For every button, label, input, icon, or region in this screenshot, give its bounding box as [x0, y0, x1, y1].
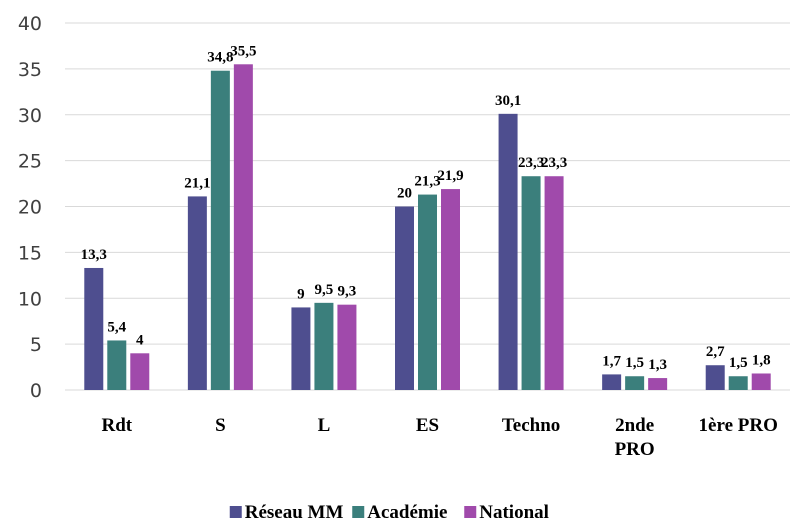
- bar: [441, 189, 460, 390]
- data-label: 2,7: [706, 344, 725, 360]
- y-tick-label: 40: [18, 13, 42, 35]
- bar: [291, 307, 311, 390]
- bar: [498, 113, 518, 391]
- data-label: 21,9: [437, 168, 463, 184]
- x-tick-label: ES: [416, 415, 439, 436]
- bar: [107, 340, 127, 390]
- y-tick-label: 0: [30, 380, 42, 402]
- data-label: 34,8: [207, 50, 233, 66]
- data-label: 35,5: [230, 43, 256, 59]
- x-tick-label: 1ère PRO: [699, 415, 778, 436]
- data-label: 5,4: [107, 319, 126, 335]
- legend: Réseau MM Académie National: [229, 502, 549, 523]
- data-label: 1,3: [648, 357, 667, 373]
- legend-item: Académie: [352, 502, 447, 523]
- data-label: 21,3: [414, 174, 440, 190]
- bar: [337, 304, 357, 390]
- bar: [625, 376, 645, 390]
- x-tick-label: 2nde PRO: [615, 415, 655, 460]
- legend-item: Réseau MM: [229, 502, 344, 523]
- data-label: 23,3: [518, 155, 544, 171]
- data-label: 9,5: [315, 282, 334, 298]
- bar: [521, 176, 541, 390]
- y-tick-label: 30: [18, 105, 42, 127]
- legend-label: Académie: [367, 502, 447, 523]
- y-axis-ticks: 0 5 10 15 20 25 30 35 40: [18, 13, 42, 402]
- y-tick-label: 15: [18, 242, 42, 264]
- data-label: 23,3: [541, 155, 567, 171]
- legend-label: National: [479, 502, 549, 523]
- bar: [314, 302, 334, 390]
- bar: [233, 64, 253, 390]
- bar: [395, 206, 414, 390]
- y-tick-label: 5: [30, 334, 42, 356]
- data-label: 4: [136, 332, 144, 348]
- data-label: 1,7: [602, 353, 621, 369]
- bars: [84, 64, 771, 391]
- bar: [728, 376, 748, 390]
- bar: [544, 176, 564, 390]
- data-label: 1,8: [752, 352, 771, 368]
- bar: [130, 353, 150, 390]
- bar: [84, 267, 104, 390]
- bar: [648, 378, 668, 390]
- legend-swatch: [464, 506, 477, 518]
- legend-item: National: [464, 502, 549, 523]
- bar: [418, 194, 437, 390]
- bar: [751, 373, 771, 390]
- data-label: 9: [297, 286, 305, 302]
- bar: [187, 196, 207, 390]
- data-label: 21,1: [184, 175, 210, 191]
- y-tick-label: 10: [18, 288, 42, 310]
- legend-swatch: [352, 506, 365, 518]
- legend-label: Réseau MM: [245, 502, 344, 523]
- data-label: 20: [397, 186, 412, 202]
- x-tick-label: Techno: [502, 415, 560, 436]
- legend-swatch: [229, 506, 242, 518]
- x-tick-label: L: [318, 415, 331, 436]
- bar: [602, 374, 622, 390]
- data-label: 1,5: [625, 355, 644, 371]
- bar: [705, 365, 725, 390]
- data-label: 30,1: [495, 93, 521, 109]
- y-tick-label: 20: [18, 197, 42, 219]
- x-tick-label: Rdt: [101, 415, 132, 436]
- data-label: 13,3: [81, 247, 107, 263]
- data-label: 9,3: [338, 284, 357, 300]
- data-label: 1,5: [729, 355, 748, 371]
- bar: [210, 70, 230, 391]
- y-tick-label: 35: [18, 59, 42, 81]
- y-tick-label: 25: [18, 151, 42, 173]
- x-tick-label: S: [215, 415, 226, 436]
- x-axis-ticks: Rdt S L ES Techno 2nde PRO 1ère PRO: [101, 415, 777, 460]
